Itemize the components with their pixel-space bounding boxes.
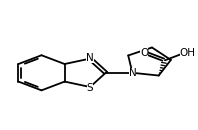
Text: OH: OH xyxy=(180,48,196,58)
Text: O: O xyxy=(140,48,148,58)
Text: N: N xyxy=(129,68,136,78)
Text: N: N xyxy=(86,53,94,63)
Text: S: S xyxy=(87,83,93,93)
